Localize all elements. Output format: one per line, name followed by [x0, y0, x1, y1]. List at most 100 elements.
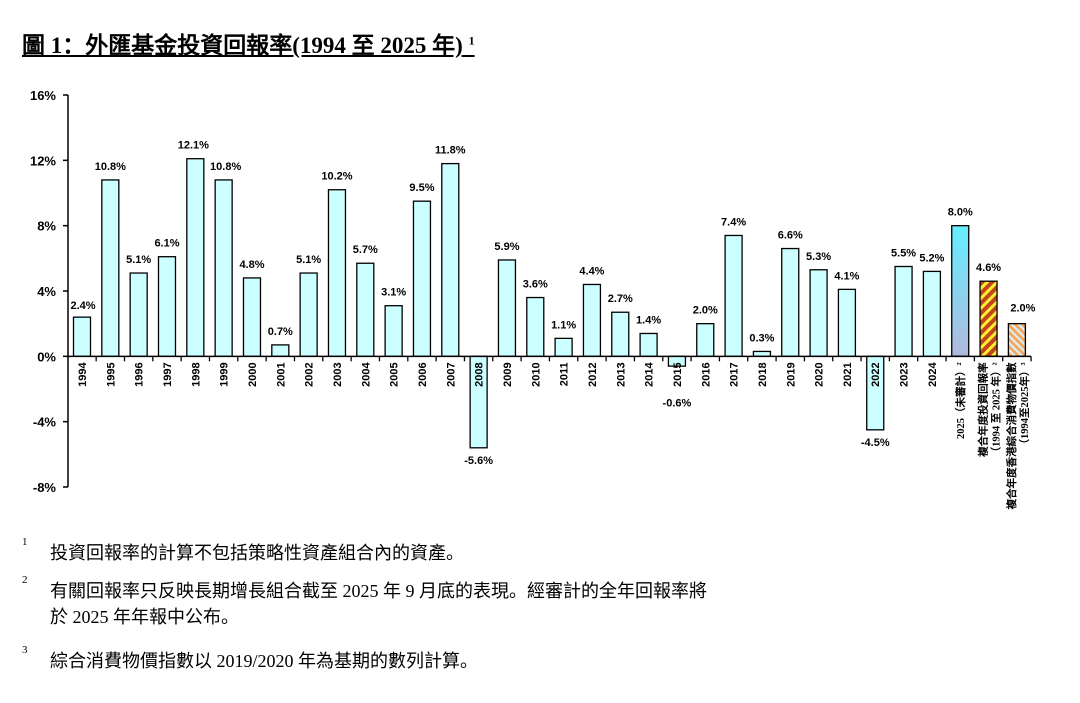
data-label: 0.7%	[268, 326, 293, 338]
data-label: 10.8%	[95, 161, 126, 173]
footnote-text: 綜合消費物價指數以 2019/2020 年為基期的數列計算。	[50, 651, 478, 671]
x-tick-label: 2025（未審計）²	[954, 362, 967, 439]
x-tick-label: 2009	[502, 362, 514, 386]
bar-2003	[327, 189, 347, 357]
x-tick-label: 複合年度香港綜合消費物價指數 （1994至2025年）³	[1005, 362, 1031, 510]
data-label: 6.6%	[778, 230, 803, 242]
bar-2016	[696, 323, 715, 357]
x-tick-label: 2003	[332, 362, 344, 386]
footnote-number: 3	[22, 644, 28, 656]
data-label: -5.6%	[464, 455, 493, 467]
x-tick-label: 2022	[870, 362, 882, 386]
x-tick-label: 2001	[275, 362, 287, 386]
x-tick-label: 2005	[389, 362, 401, 386]
x-tick-label: 2016	[700, 362, 712, 386]
x-tick-label: 2014	[644, 361, 656, 386]
bar-複合年度香港綜合消費物價指數（1994至2025年）³	[1007, 323, 1027, 357]
y-tick-label: 8%	[37, 219, 56, 234]
data-label: 6.1%	[154, 238, 179, 250]
x-tick-label: 2017	[729, 362, 741, 386]
y-tick-label: -8%	[33, 480, 57, 495]
x-tick-label: 2019	[785, 362, 797, 386]
footnote-number: 2	[22, 574, 28, 586]
bar-1995	[101, 179, 120, 357]
bar-2010	[526, 296, 545, 357]
bar-1998	[186, 158, 205, 357]
data-label: 12.1%	[178, 140, 209, 152]
bar-2020	[809, 269, 828, 357]
x-tick-label: 1996	[134, 362, 146, 386]
data-label: 4.8%	[239, 259, 264, 271]
x-tick-label: 2024	[927, 361, 939, 386]
y-tick-label: 16%	[30, 88, 56, 103]
x-tick-label: 2021	[842, 362, 854, 386]
x-tick-label: 1999	[219, 362, 231, 386]
x-tick-label: 2018	[757, 362, 769, 386]
data-label: 9.5%	[409, 182, 434, 194]
x-tick-label: 複合年度投資回報率 （1994 至 2025 年）²	[977, 362, 1003, 458]
x-tick-label: 2011	[559, 362, 571, 386]
data-label: 3.6%	[523, 279, 548, 291]
data-label: 5.3%	[806, 251, 831, 263]
data-label: 5.7%	[353, 244, 378, 256]
bar-2017	[724, 234, 743, 357]
data-label: 5.1%	[296, 254, 321, 266]
x-tick-label: 2008	[474, 362, 486, 386]
bar-2024	[922, 270, 942, 357]
footnote-number: 1	[22, 536, 28, 548]
data-label: 0.3%	[749, 332, 774, 344]
x-tick-label: 2020	[814, 362, 826, 386]
data-label: 2.4%	[70, 300, 95, 312]
title-footnote-ref: 1	[468, 33, 475, 48]
bar-2025（未審計）²	[951, 225, 970, 357]
x-tick-label: 2002	[304, 362, 316, 386]
bar-1999	[214, 179, 233, 357]
data-label: 3.1%	[381, 287, 406, 299]
data-label: 2.7%	[608, 293, 633, 305]
data-label: 4.1%	[834, 270, 859, 282]
bar-2012	[582, 283, 602, 357]
x-tick-label: 2006	[417, 362, 429, 386]
data-label: 1.4%	[636, 314, 661, 326]
data-label: -0.6%	[663, 397, 692, 409]
bar-2023	[894, 265, 913, 357]
data-label: 7.4%	[721, 216, 746, 228]
data-label: 11.8%	[435, 145, 466, 157]
data-label: 2.0%	[1010, 303, 1035, 315]
data-label: 5.1%	[126, 254, 151, 266]
footnote-text: 投資回報率的計算不包括策略性資產組合內的資產。	[50, 543, 464, 563]
data-label: 4.6%	[976, 262, 1001, 274]
x-tick-label: 1998	[190, 362, 202, 386]
y-tick-label: 0%	[37, 349, 56, 364]
bar-2000	[242, 277, 262, 357]
data-label: 5.9%	[494, 241, 519, 253]
x-tick-label: 2000	[247, 362, 259, 386]
y-tick-label: 12%	[30, 153, 56, 168]
x-tick-label: 2015	[672, 362, 684, 386]
bar-2004	[356, 262, 375, 357]
bar-2019	[781, 247, 800, 357]
data-label: 5.2%	[919, 252, 944, 264]
bar-2009	[497, 259, 517, 357]
bar-2002	[299, 272, 318, 357]
bar-2005	[384, 305, 403, 357]
data-label: 1.1%	[551, 319, 576, 331]
footnote-text: 於 2025 年年報中公布。	[50, 607, 239, 627]
bar-2013	[611, 311, 630, 357]
x-tick-label: 1994	[77, 361, 89, 386]
bar-chart: -8% -4% 0% 4% 8% 12% 16% 2.4% 1994 10.8% 1995 5.1%…	[30, 88, 1036, 510]
x-tick-label: 2013	[615, 362, 627, 386]
footnote-text: 有關回報率只反映長期增長組合截至 2025 年 9 月底的表現。經審計的全年回報…	[50, 581, 707, 601]
x-tick-label: 1995	[105, 362, 117, 386]
bar-2021	[837, 288, 857, 357]
bar-1997	[157, 256, 177, 357]
x-tick-label: 2010	[530, 362, 542, 386]
x-tick-label: 2012	[587, 362, 599, 386]
y-tick-label: -4%	[33, 415, 57, 430]
data-label: 4.4%	[579, 265, 604, 277]
bar-2007	[441, 162, 460, 357]
data-label: -4.5%	[861, 437, 890, 449]
bar-1996	[129, 272, 148, 357]
bar-2001	[271, 344, 290, 357]
bar-複合年度投資回報率（1994 至 2025 年）²	[979, 280, 998, 357]
